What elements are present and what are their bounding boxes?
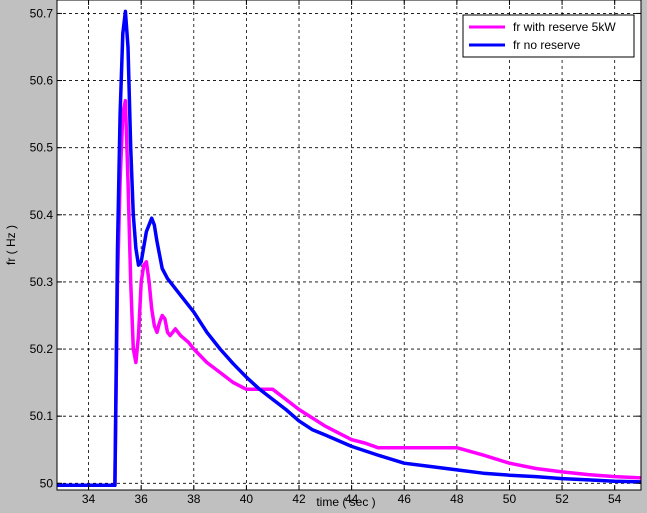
x-tick-label: 44 bbox=[345, 492, 359, 506]
legend-label-no-reserve: fr no reserve bbox=[513, 38, 581, 52]
legend-label-reserve: fr with reserve 5kW bbox=[513, 20, 616, 34]
y-tick-label: 50 bbox=[40, 476, 54, 490]
x-tick-label: 50 bbox=[503, 492, 517, 506]
x-tick-label: 34 bbox=[82, 492, 96, 506]
y-tick-label: 50.6 bbox=[30, 74, 54, 88]
tick-marks bbox=[57, 0, 641, 490]
x-tick-label: 36 bbox=[135, 492, 149, 506]
series-group bbox=[57, 9, 642, 488]
y-tick-label: 50.1 bbox=[30, 409, 54, 423]
x-tick-label: 42 bbox=[292, 492, 306, 506]
series-line-no-reserve bbox=[57, 9, 642, 488]
x-tick-label: 48 bbox=[450, 492, 464, 506]
series-line-with-reserve bbox=[57, 98, 642, 488]
x-axis-label: time ( sec ) bbox=[316, 495, 375, 509]
x-tick-label: 46 bbox=[398, 492, 412, 506]
x-tick-label: 40 bbox=[240, 492, 254, 506]
y-tick-label: 50.2 bbox=[30, 342, 54, 356]
y-axis-label: fr ( Hz ) bbox=[4, 225, 18, 265]
legend: fr with reserve 5kW fr no reserve bbox=[462, 14, 635, 58]
y-tick-label: 50.7 bbox=[30, 6, 54, 20]
x-tick-label: 38 bbox=[187, 492, 201, 506]
y-tick-label: 50.5 bbox=[30, 141, 54, 155]
x-tick-label: 54 bbox=[608, 492, 622, 506]
x-tick-label: 52 bbox=[555, 492, 569, 506]
tick-labels: 34 36 38 40 42 44 46 48 50 52 54 50 50.1 50.2 50.3 50.4… bbox=[30, 6, 622, 506]
y-tick-label: 50.4 bbox=[30, 208, 54, 222]
plot-area bbox=[57, 0, 641, 490]
legend-box bbox=[462, 14, 635, 58]
y-tick-label: 50.3 bbox=[30, 275, 54, 289]
plot-frame bbox=[56, 0, 642, 491]
